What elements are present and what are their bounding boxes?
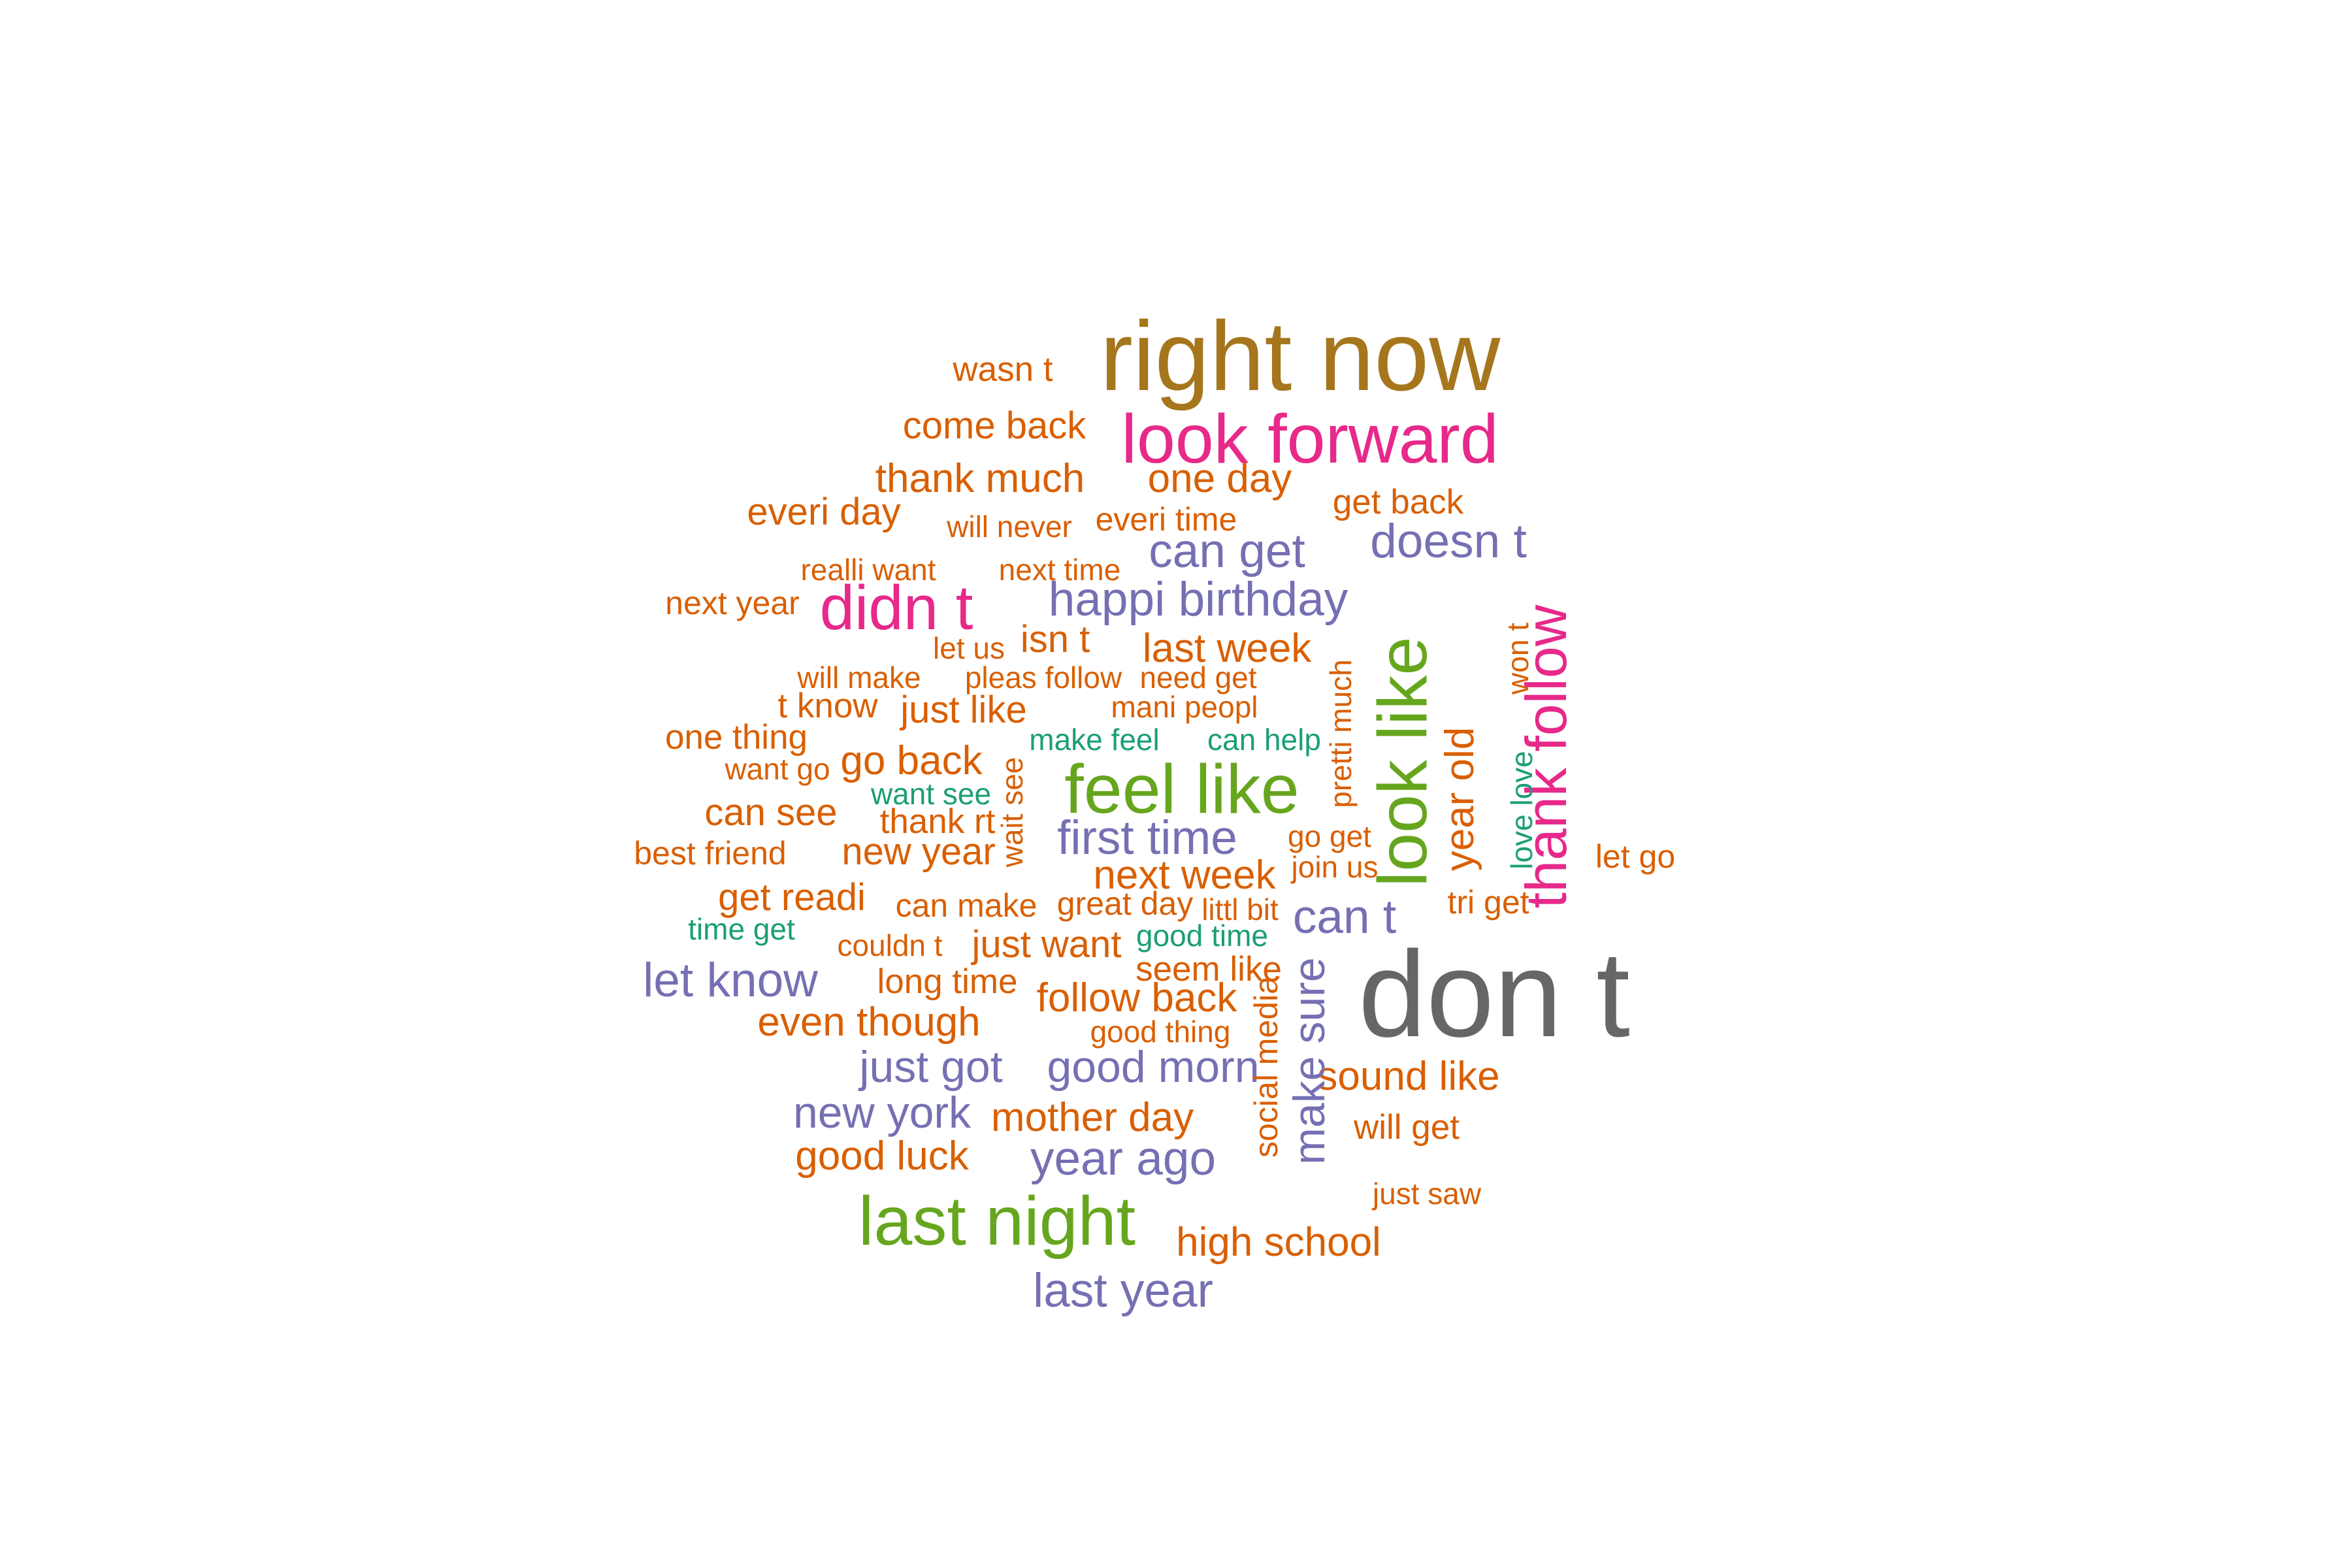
cloud-word-seem-like: seem like [1135,950,1282,988]
cloud-word-t-know: t know [777,687,878,725]
cloud-word-can-make: can make [896,887,1037,924]
cloud-word-won-t: won t [1501,623,1535,695]
cloud-word-good-thing: good thing [1090,1015,1231,1049]
cloud-word-can-see: can see [704,791,837,834]
cloud-word-one-day: one day [1148,456,1292,501]
cloud-word-need-get: need get [1139,661,1256,694]
cloud-word-couldn-t: couldn t [837,928,942,962]
cloud-word-happi-birthday: happi birthday [1049,573,1348,626]
cloud-word-just-got: just got [858,1042,1002,1092]
cloud-word-just-like: just like [899,689,1026,731]
cloud-word-just-want: just want [971,923,1122,966]
cloud-word-even-though: even though [757,1000,980,1045]
cloud-word-year-ago: year ago [1030,1132,1216,1185]
cloud-word-pretti-much: pretti much [1324,659,1358,808]
cloud-word-feel-like: feel like [1064,751,1299,828]
cloud-word-can-help: can help [1207,723,1321,757]
cloud-word-good-time: good time [1136,919,1268,953]
cloud-word-will-make: will make [796,661,921,694]
cloud-word-get-back: get back [1333,483,1464,521]
cloud-word-can-t: can t [1293,890,1396,943]
cloud-word-mani-peopl: mani peopl [1111,690,1258,724]
cloud-word-last-night: last night [858,1183,1135,1260]
cloud-word-just-saw: just saw [1371,1177,1482,1211]
cloud-word-get-readi: get readi [718,876,866,919]
cloud-word-join-us: join us [1290,850,1379,884]
cloud-word-look-forward: look forward [1121,400,1498,478]
cloud-word-last-year: last year [1033,1264,1213,1317]
cloud-word-next-year: next year [665,585,800,621]
cloud-word-best-friend: best friend [634,835,786,872]
cloud-word-didn-t: didn t [820,573,973,643]
cloud-word-don-t: don t [1358,926,1630,1062]
cloud-word-thank-rt: thank rt [880,802,996,841]
cloud-word-good-luck: good luck [795,1134,969,1179]
cloud-word-great-day: great day [1057,885,1193,922]
cloud-word-realli-want: realli want [800,553,936,587]
cloud-word-pleas-follow: pleas follow [965,661,1122,694]
cloud-word-next-time: next time [999,553,1121,587]
cloud-word-first-time: first time [1057,811,1237,864]
cloud-word-go-back: go back [840,738,983,783]
cloud-word-one-thing: one thing [665,718,808,757]
cloud-word-sound-like: sound like [1317,1054,1499,1099]
cloud-word-isn-t: isn t [1021,618,1090,661]
cloud-word-littl-bit: littl bit [1201,892,1279,926]
cloud-word-want-see: want see [870,777,991,811]
cloud-word-mother-day: mother day [991,1095,1194,1140]
cloud-word-follow-back: follow back [1037,975,1238,1021]
cloud-word-wait-see: wait see [995,757,1029,868]
cloud-word-new-year: new year [841,830,995,873]
cloud-word-long-time: long time [877,962,1017,1001]
cloud-word-last-week: last week [1143,626,1312,671]
cloud-word-everi-day: everi day [747,491,900,533]
cloud-word-want-go: want go [724,752,830,786]
cloud-word-doesn-t: doesn t [1370,515,1526,568]
cloud-word-next-week: next week [1093,853,1276,898]
cloud-word-thank-follow: thank follow [1514,604,1578,908]
cloud-word-high-school: high school [1176,1220,1381,1265]
cloud-word-will-never: will never [946,510,1072,544]
cloud-word-look-like: look like [1364,637,1441,887]
cloud-word-let-us: let us [933,631,1005,665]
cloud-word-love-love: love love [1505,751,1539,870]
cloud-word-new-york: new york [793,1088,972,1137]
cloud-word-will-get: will get [1353,1108,1460,1147]
cloud-word-let-go: let go [1595,838,1675,875]
cloud-word-let-know: let know [643,954,818,1007]
cloud-word-can-get: can get [1149,525,1305,578]
cloud-word-tri-get: tri get [1447,884,1529,921]
cloud-word-come-back: come back [903,404,1086,447]
cloud-word-wasn-t: wasn t [952,350,1053,389]
cloud-word-everi-time: everi time [1096,501,1237,538]
cloud-word-time-get: time get [688,912,795,946]
cloud-word-right-now: right now [1100,301,1501,411]
cloud-word-social-media: social media [1248,976,1284,1158]
cloud-word-thank-much: thank much [875,456,1085,501]
cloud-word-year-old: year old [1437,727,1482,872]
cloud-word-make-feel: make feel [1029,723,1159,757]
cloud-word-good-morn: good morn [1047,1042,1259,1092]
cloud-word-make-sure: make sure [1284,957,1334,1164]
cloud-word-go-get: go get [1288,819,1371,853]
